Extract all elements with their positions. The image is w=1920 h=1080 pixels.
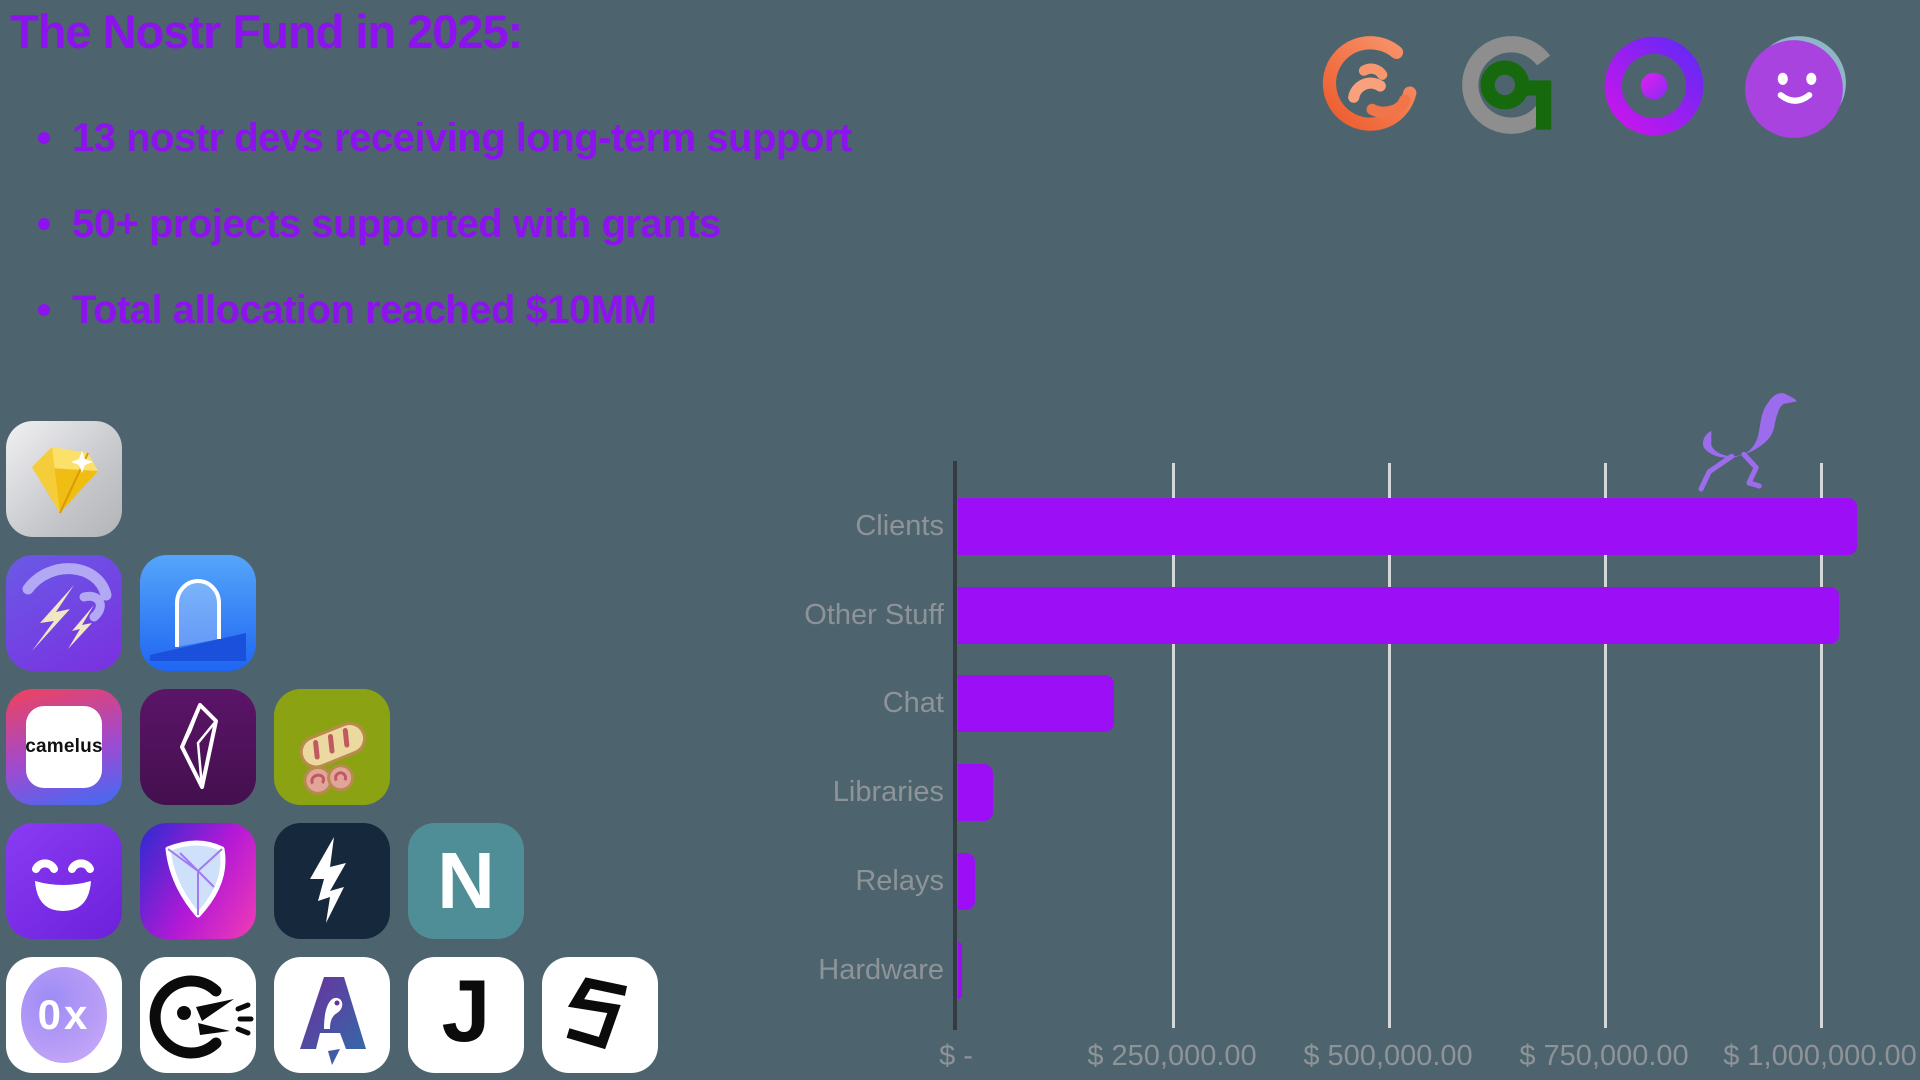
category-label: Libraries [832, 776, 944, 809]
bullet-item: 50+ projects supported with grants [38, 198, 852, 250]
x-tick-label: $ - [939, 1040, 973, 1072]
zero-x-chat-app-icon: 0x [6, 957, 122, 1073]
category-label: Clients [855, 510, 944, 542]
chart-row: Hardware [0, 941, 1920, 999]
chart-gridline [1820, 463, 1823, 1028]
chart-row: Clients [0, 498, 1920, 555]
bread-roll-app-icon [274, 689, 390, 805]
x-tick-label: $ 250,000.00 [1087, 1040, 1257, 1072]
funding-bar [958, 586, 1840, 644]
chart-row: Relays [0, 852, 1920, 910]
category-label: Hardware [818, 953, 944, 986]
arch-door-app-icon [140, 555, 256, 671]
zero-x-glyph: 0x [21, 967, 107, 1063]
x-tick-label: $ 1,000,000.00 [1723, 1040, 1917, 1072]
bullet-dot-icon [38, 218, 50, 230]
bullet-list: 13 nostr devs receiving long-term suppor… [38, 112, 852, 370]
gray-ring-green-key-logo-icon [1454, 32, 1564, 144]
bullet-text: 50+ projects supported with grants [72, 201, 721, 246]
page-title: The Nostr Fund in 2025: [10, 5, 523, 58]
purple-chat-ring-logo-icon [1598, 32, 1708, 144]
funding-bar [958, 498, 1857, 555]
chart-gridline [1172, 463, 1175, 1028]
x-tick-label: $ 500,000.00 [1303, 1040, 1473, 1072]
ostrich-letter-a-app-icon [274, 957, 390, 1073]
y-axis-line [953, 461, 957, 1030]
smiley-face-app-icon [6, 823, 122, 939]
chart-row: Other Stuff [0, 586, 1920, 644]
gold-gem-app-icon [6, 421, 122, 537]
purple-smiley-ball-logo-icon [1740, 32, 1850, 144]
running-ostrich-icon [1697, 386, 1799, 502]
bullet-item: 13 nostr devs receiving long-term suppor… [38, 112, 852, 164]
bullet-text: Total allocation reached $10MM [72, 287, 657, 332]
funding-bar [958, 764, 994, 822]
chart-gridline [1388, 463, 1391, 1028]
lightning-arrow-app-icon [274, 823, 390, 939]
amethyst-crystal-app-icon [140, 689, 256, 805]
bullet-item: Total allocation reached $10MM [38, 284, 852, 336]
camelus-app-icon: camelus [6, 689, 122, 805]
orange-swirl-logo-icon [1313, 32, 1423, 144]
category-label: Other Stuff [804, 598, 944, 631]
zap-comet-app-icon [6, 555, 122, 671]
shouting-bird-app-icon [140, 957, 256, 1073]
chart-row: Chat [0, 675, 1920, 733]
chart-row: Libraries [0, 764, 1920, 822]
bullet-dot-icon [38, 132, 50, 144]
bullet-dot-icon [38, 304, 50, 316]
chart-gridline [1604, 463, 1607, 1028]
funding-bar [958, 941, 962, 999]
letter-n-app-icon: N [408, 823, 524, 939]
faceted-gem-app-icon [140, 823, 256, 939]
letter-n-glyph: N [437, 836, 495, 925]
bullet-text: 13 nostr devs receiving long-term suppor… [72, 115, 852, 160]
funding-bar [958, 852, 976, 910]
category-label: Relays [855, 864, 944, 897]
letter-j-app-icon: J [408, 957, 524, 1073]
category-label: Chat [882, 687, 944, 720]
camelus-label: camelus [25, 706, 103, 788]
ribbon-s-app-icon [542, 957, 658, 1073]
funding-bar [958, 675, 1114, 733]
letter-j-glyph: J [441, 961, 491, 1060]
x-tick-label: $ 750,000.00 [1519, 1040, 1689, 1072]
